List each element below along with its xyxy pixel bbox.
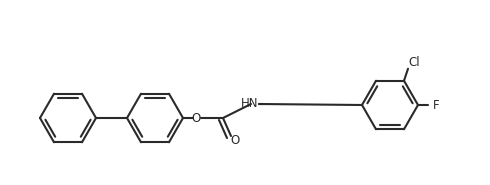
Text: Cl: Cl (408, 56, 420, 69)
Text: O: O (192, 112, 200, 125)
Text: F: F (433, 98, 440, 112)
Text: HN: HN (241, 97, 259, 110)
Text: O: O (230, 134, 240, 147)
